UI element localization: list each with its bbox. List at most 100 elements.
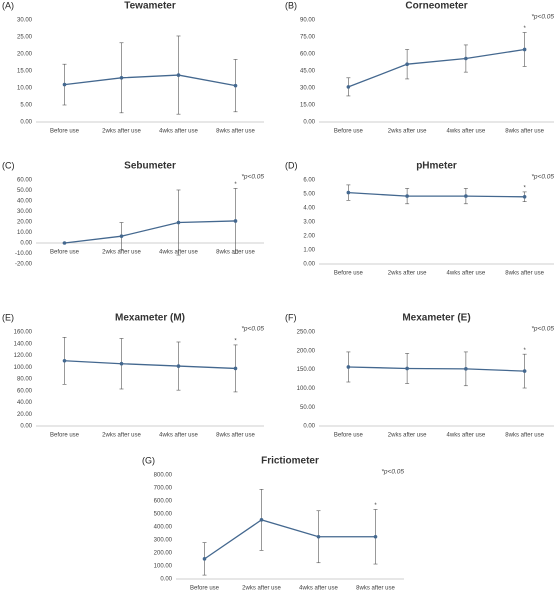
annotation: *p<0.05 xyxy=(381,469,404,476)
y-tick-label: 50.00 xyxy=(300,405,316,411)
y-tick-label: 0.00 xyxy=(20,424,32,430)
panel-label: (A) xyxy=(2,0,14,10)
data-line xyxy=(348,48,525,88)
x-tick-label: 2wks after use xyxy=(388,271,427,277)
x-tick-label: 4wks after use xyxy=(159,250,198,256)
data-point xyxy=(316,534,321,539)
chart-title: Frictiometer xyxy=(261,456,319,467)
annotation: *p<0.05 xyxy=(241,174,264,181)
x-tick-label: 8wks after use xyxy=(505,129,544,135)
x-tick-label: Before use xyxy=(50,129,80,135)
x-tick-label: 2wks after use xyxy=(102,433,141,439)
y-tick-label: 60.00 xyxy=(17,178,33,184)
y-tick-label: 0.00 xyxy=(20,120,32,126)
x-tick-label: Before use xyxy=(334,129,364,135)
y-tick-label: 150.00 xyxy=(297,367,316,373)
y-tick-label: 75.00 xyxy=(300,35,316,41)
y-tick-label: 100.00 xyxy=(297,386,316,392)
data-point xyxy=(346,365,351,369)
data-point xyxy=(464,194,468,198)
data-point xyxy=(405,194,409,198)
y-tick-label: 120.00 xyxy=(14,353,33,359)
data-point xyxy=(373,534,378,539)
point-note: * xyxy=(374,503,377,509)
x-tick-label: 2wks after use xyxy=(102,250,141,256)
y-tick-label: 4.00 xyxy=(303,206,315,212)
y-tick-label: 30.00 xyxy=(17,18,33,24)
panel-label: (C) xyxy=(2,160,15,170)
data-point xyxy=(233,366,238,371)
chart-title: Mexameter (M) xyxy=(115,313,185,324)
y-tick-label: 100.00 xyxy=(154,564,173,570)
annotation: *p<0.05 xyxy=(241,326,264,333)
point-note: * xyxy=(523,26,526,32)
x-tick-label: Before use xyxy=(334,271,364,277)
x-tick-label: 2wks after use xyxy=(388,129,427,135)
x-tick-label: 4wks after use xyxy=(159,433,198,439)
y-tick-label: 250.00 xyxy=(297,330,316,336)
y-tick-label: 0.00 xyxy=(20,241,32,247)
x-tick-label: 8wks after use xyxy=(216,129,255,135)
point-note: * xyxy=(523,348,526,354)
y-tick-label: 30.00 xyxy=(17,209,33,215)
data-point xyxy=(119,361,124,366)
y-tick-label: 100.00 xyxy=(14,365,33,371)
y-tick-label: 10.00 xyxy=(17,86,33,92)
y-tick-label: 20.00 xyxy=(17,412,33,418)
x-tick-label: 8wks after use xyxy=(216,250,255,256)
point-note: * xyxy=(234,182,237,188)
panel-label: (F) xyxy=(285,312,297,322)
y-tick-label: 10.00 xyxy=(17,230,33,236)
y-tick-label: 30.00 xyxy=(300,86,316,92)
annotation: *p<0.05 xyxy=(531,326,554,333)
y-tick-label: 3.00 xyxy=(303,220,315,226)
panel-label: (B) xyxy=(285,0,297,10)
y-tick-label: 140.00 xyxy=(14,341,33,347)
y-tick-label: 6.00 xyxy=(303,178,315,184)
data-point xyxy=(233,219,238,223)
y-tick-label: 160.00 xyxy=(14,330,33,336)
chart-title: pHmeter xyxy=(416,161,457,172)
y-tick-label: 700.00 xyxy=(154,486,173,492)
y-tick-label: 0.00 xyxy=(303,262,315,268)
x-tick-label: 4wks after use xyxy=(299,586,338,592)
y-tick-label: 2.00 xyxy=(303,234,315,240)
y-tick-label: 800.00 xyxy=(154,473,173,479)
y-tick-label: 40.00 xyxy=(17,199,33,205)
y-tick-label: 60.00 xyxy=(17,388,33,394)
data-point xyxy=(233,83,238,88)
data-point xyxy=(522,195,527,199)
x-tick-label: 4wks after use xyxy=(447,271,486,277)
y-tick-label: 15.00 xyxy=(17,69,33,75)
x-tick-label: 2wks after use xyxy=(388,433,427,439)
y-tick-label: 80.00 xyxy=(17,377,33,383)
y-tick-label: -20.00 xyxy=(15,262,33,268)
y-tick-label: 50.00 xyxy=(17,188,33,194)
x-tick-label: 4wks after use xyxy=(159,129,198,135)
y-tick-label: 200.00 xyxy=(297,348,316,354)
y-tick-label: 0.00 xyxy=(303,120,315,126)
point-note: * xyxy=(523,185,526,191)
annotation: *p<0.05 xyxy=(531,174,554,181)
x-tick-label: Before use xyxy=(190,586,220,592)
chart-title: Tewameter xyxy=(124,1,176,12)
data-point xyxy=(176,364,181,368)
data-point xyxy=(522,47,527,52)
data-point xyxy=(346,85,351,89)
y-tick-label: 5.00 xyxy=(20,103,32,109)
y-tick-label: 300.00 xyxy=(154,538,173,544)
data-point xyxy=(176,220,181,225)
y-tick-label: 40.00 xyxy=(17,400,33,406)
data-point xyxy=(119,76,124,80)
data-line xyxy=(64,360,236,370)
y-tick-label: 20.00 xyxy=(17,220,33,226)
y-tick-label: 90.00 xyxy=(300,18,316,24)
y-tick-label: 200.00 xyxy=(154,551,173,557)
y-tick-label: 600.00 xyxy=(154,499,173,505)
annotation: *p<0.05 xyxy=(531,14,554,21)
data-point xyxy=(464,56,468,61)
chart-title: Sebumeter xyxy=(124,161,176,172)
chart-title: Mexameter (E) xyxy=(402,313,470,324)
y-tick-label: 20.00 xyxy=(17,52,33,58)
